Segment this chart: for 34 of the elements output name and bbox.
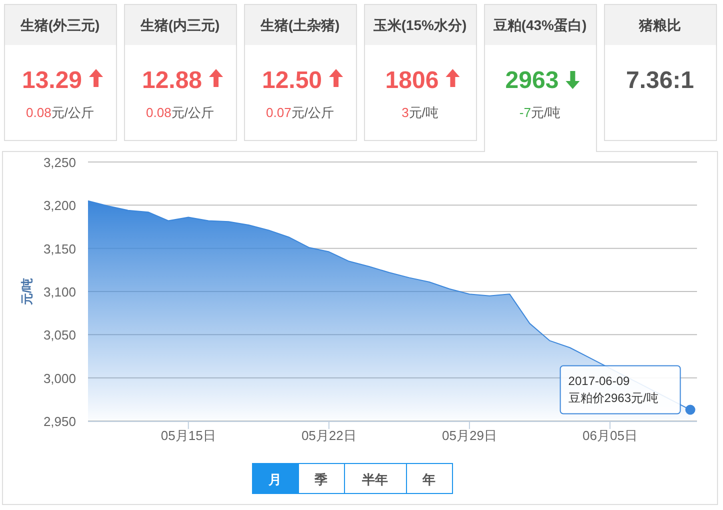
text: 0.07元/公斤 bbox=[266, 105, 334, 120]
text: 生猪(土杂猪) bbox=[259, 17, 340, 33]
x-tick-label: 05月15日 bbox=[160, 428, 216, 443]
text: 12.88 bbox=[142, 67, 202, 94]
y-axis-title: 元/吨 bbox=[20, 278, 34, 306]
text: 1806 bbox=[385, 67, 439, 94]
text: 月 bbox=[268, 472, 282, 487]
text: 13.29 bbox=[22, 67, 82, 94]
text: 年 bbox=[422, 472, 436, 487]
y-tick-label: 3,000 bbox=[43, 370, 76, 386]
y-tick-label: 3,100 bbox=[43, 284, 76, 300]
text: 季 bbox=[314, 472, 328, 487]
y-tick-label: 3,200 bbox=[43, 198, 76, 214]
text: 0.08元/公斤 bbox=[146, 105, 214, 120]
y-tick-label: 3,150 bbox=[43, 241, 76, 256]
x-tick-label: 05月29日 bbox=[442, 428, 497, 443]
x-tick-label: 06月05日 bbox=[582, 428, 638, 443]
text: -7元/吨 bbox=[519, 105, 561, 120]
text: 猪粮比 bbox=[638, 17, 681, 33]
text: 12.50 bbox=[262, 67, 322, 94]
y-tick-label: 3,250 bbox=[43, 155, 76, 170]
text: 7.36:1 bbox=[626, 67, 694, 94]
text: 生猪(外三元) bbox=[19, 17, 100, 33]
text: 半年 bbox=[361, 472, 388, 487]
text: 0.08元/公斤 bbox=[26, 105, 94, 120]
annotation: 2017-06-09 豆粕价2963元/吨 bbox=[568, 374, 658, 405]
text: 2963 bbox=[505, 67, 559, 94]
x-tick-label: 05月22日 bbox=[301, 428, 356, 443]
text: 豆粕(43%蛋白) bbox=[492, 17, 587, 33]
y-tick-label: 2,950 bbox=[43, 414, 76, 429]
text: 玉米(15%水分) bbox=[372, 17, 467, 33]
text: 3元/吨 bbox=[402, 105, 438, 120]
y-tick-label: 3,050 bbox=[43, 328, 76, 343]
text: 生猪(内三元) bbox=[139, 17, 220, 33]
